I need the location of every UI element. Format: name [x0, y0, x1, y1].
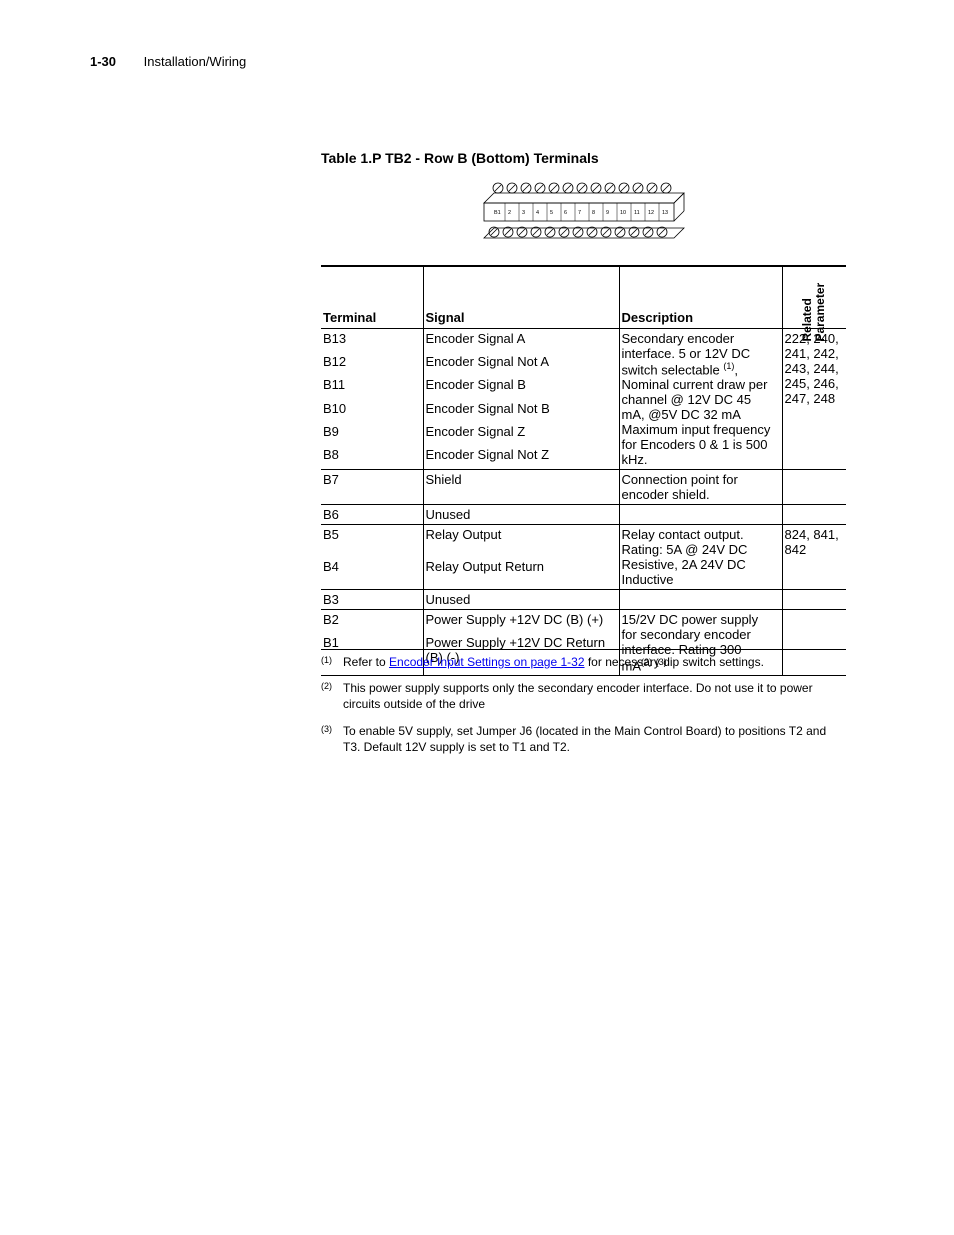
cell-terminal: B13 — [321, 328, 423, 352]
section-title: Installation/Wiring — [144, 54, 247, 69]
cell-description — [619, 504, 782, 524]
cell-signal: Shield — [423, 469, 619, 504]
footnote-text: Refer to Encoder Input Settings on page … — [343, 654, 846, 670]
table-row: B3Unused — [321, 589, 846, 609]
table-row: B13Encoder Signal ASecondary encoder int… — [321, 328, 846, 352]
svg-text:3: 3 — [522, 210, 525, 216]
cell-signal: Encoder Signal Not A — [423, 352, 619, 375]
svg-text:10: 10 — [620, 210, 626, 216]
cell-signal: Unused — [423, 589, 619, 609]
footnote-marker: (3) — [321, 723, 343, 755]
cell-terminal: B3 — [321, 589, 423, 609]
svg-text:6: 6 — [564, 210, 567, 216]
svg-text:4: 4 — [536, 210, 539, 216]
cell-related-parameter — [782, 589, 846, 609]
cell-signal: Power Supply +12V DC (B) (+) — [423, 609, 619, 633]
col-header-terminal: Terminal — [321, 266, 423, 328]
cell-terminal: B5 — [321, 524, 423, 557]
footnote-marker: (1) — [321, 654, 343, 670]
col-header-description: Description — [619, 266, 782, 328]
cell-related-parameter — [782, 469, 846, 504]
cell-signal: Encoder Signal Not Z — [423, 445, 619, 469]
cell-terminal: B11 — [321, 375, 423, 398]
cell-terminal: B8 — [321, 445, 423, 469]
footnotes: (1)Refer to Encoder Input Settings on pa… — [321, 649, 846, 765]
cell-terminal: B6 — [321, 504, 423, 524]
cell-terminal: B4 — [321, 557, 423, 590]
svg-text:12: 12 — [648, 210, 654, 216]
cell-terminal: B10 — [321, 399, 423, 422]
cell-description: Connection point for encoder shield. — [619, 469, 782, 504]
table-row: B6Unused — [321, 504, 846, 524]
cell-terminal: B2 — [321, 609, 423, 633]
cell-terminal: B7 — [321, 469, 423, 504]
svg-text:8: 8 — [592, 210, 595, 216]
svg-text:2: 2 — [508, 210, 511, 216]
cell-signal: Encoder Signal B — [423, 375, 619, 398]
footnote: (2)This power supply supports only the s… — [321, 680, 846, 712]
cell-terminal: B9 — [321, 422, 423, 445]
table-row: B5Relay OutputRelay contact output.Ratin… — [321, 524, 846, 557]
col-header-signal: Signal — [423, 266, 619, 328]
cell-description: Relay contact output.Rating: 5A @ 24V DC… — [619, 524, 782, 589]
cell-signal: Relay Output Return — [423, 557, 619, 590]
svg-text:9: 9 — [606, 210, 609, 216]
table-row: B2Power Supply +12V DC (B) (+)15/2V DC p… — [321, 609, 846, 633]
footnote-text: This power supply supports only the seco… — [343, 680, 846, 712]
svg-text:5: 5 — [550, 210, 553, 216]
table-row: B7ShieldConnection point for encoder shi… — [321, 469, 846, 504]
cell-related-parameter: 222, 240, 241, 242, 243, 244, 245, 246, … — [782, 328, 846, 469]
cell-description — [619, 589, 782, 609]
cell-related-parameter: 824, 841, 842 — [782, 524, 846, 589]
svg-text:B1: B1 — [494, 210, 501, 216]
cell-description: Secondary encoder interface. 5 or 12V DC… — [619, 328, 782, 469]
cell-signal: Unused — [423, 504, 619, 524]
cell-signal: Encoder Signal A — [423, 328, 619, 352]
svg-text:7: 7 — [578, 210, 581, 216]
table-header-row: Terminal Signal Description Related Para… — [321, 266, 846, 328]
page-number: 1-30 — [90, 54, 116, 69]
cell-terminal: B12 — [321, 352, 423, 375]
cell-signal: Relay Output — [423, 524, 619, 557]
table-title: Table 1.P TB2 - Row B (Bottom) Terminals — [321, 150, 599, 166]
svg-text:11: 11 — [634, 210, 640, 216]
terminals-table: Terminal Signal Description Related Para… — [321, 265, 846, 676]
col-header-related-parameter: Related Parameter — [782, 266, 846, 328]
footnote: (3)To enable 5V supply, set Jumper J6 (l… — [321, 723, 846, 755]
footnote: (1)Refer to Encoder Input Settings on pa… — [321, 654, 846, 670]
cell-signal: Encoder Signal Z — [423, 422, 619, 445]
footnote-text: To enable 5V supply, set Jumper J6 (loca… — [343, 723, 846, 755]
terminal-block-diagram: B1 2 3 4 5 6 7 8 9 10 11 12 13 — [478, 178, 688, 253]
page-header: 1-30 Installation/Wiring — [90, 54, 246, 69]
svg-text:13: 13 — [662, 210, 668, 216]
cell-related-parameter — [782, 504, 846, 524]
footnote-marker: (2) — [321, 680, 343, 712]
footnote-link[interactable]: Encoder Input Settings on page 1-32 — [389, 655, 584, 669]
cell-signal: Encoder Signal Not B — [423, 399, 619, 422]
